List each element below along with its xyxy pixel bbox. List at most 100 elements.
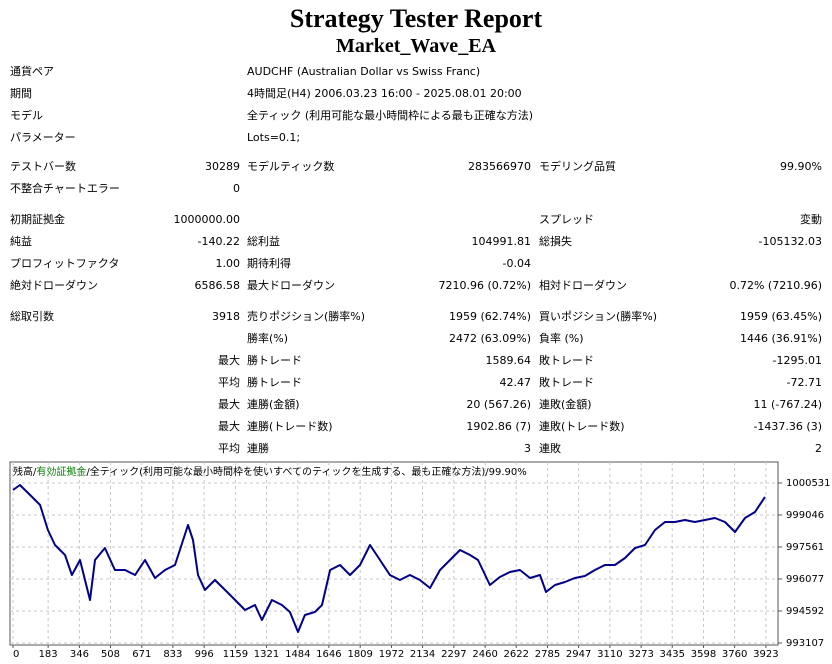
x-tick-label: 2785	[535, 649, 560, 660]
info-label: 通貨ペア	[10, 65, 54, 78]
stat-value: 変動	[800, 213, 822, 226]
y-tick-label: 996077	[786, 574, 824, 585]
stat-label: 期待利得	[247, 257, 291, 270]
x-tick-label: 3110	[597, 649, 622, 660]
balance-line	[12, 484, 766, 633]
stat-label: 総損失	[539, 235, 572, 248]
stat-label: 連勝	[247, 442, 269, 455]
stat-label: 敗トレード	[539, 376, 594, 389]
x-tick-label: 833	[163, 649, 182, 660]
stat-value: 1589.64	[485, 354, 532, 367]
legend-entry: 残高	[13, 465, 33, 478]
stat-label: 連敗(トレード数)	[539, 420, 625, 433]
x-tick-label: 508	[101, 649, 120, 660]
y-tick-label: 1000531	[786, 478, 831, 489]
info-label: パラメーター	[10, 131, 76, 144]
info-value: Lots=0.1;	[247, 131, 301, 144]
stat-label: 連敗(金額)	[539, 398, 592, 411]
stat-value: 7210.96 (0.72%)	[438, 279, 531, 292]
stat-value: 3	[524, 442, 531, 455]
x-tick-label: 1321	[254, 649, 279, 660]
info-value: 4時間足(H4) 2006.03.23 16:00 - 2025.08.01 2…	[247, 87, 522, 100]
x-tick-label: 183	[39, 649, 58, 660]
stat-qualifier: 平均	[218, 376, 240, 389]
stat-value: 1959 (63.45%)	[739, 310, 822, 323]
x-tick-label: 3923	[753, 649, 778, 660]
stat-label: 総利益	[247, 235, 280, 248]
stat-value: -1295.01	[772, 354, 822, 367]
x-tick-label: 2622	[503, 649, 528, 660]
stat-value: 6586.58	[194, 279, 241, 292]
stat-value: -72.71	[786, 376, 822, 389]
stat-label: 連勝(金額)	[247, 398, 300, 411]
info-label: モデル	[10, 109, 43, 122]
stat-value: 1000000.00	[173, 213, 240, 226]
x-tick-label: 1809	[347, 649, 372, 660]
plot-frame	[9, 461, 779, 646]
stat-label: 勝率(%)	[247, 332, 289, 345]
x-tick-label: 1484	[285, 649, 310, 660]
y-tick-label: 997561	[786, 542, 824, 553]
stat-qualifier: 最大	[218, 420, 240, 433]
x-tick-label: 2460	[472, 649, 497, 660]
separator: /	[33, 467, 37, 478]
separator: /	[485, 467, 489, 478]
stat-label: 負率 (%)	[539, 332, 584, 345]
quality-label: 99.90%	[489, 467, 527, 478]
stat-label: スプレッド	[539, 213, 594, 226]
x-tick-label: 2297	[441, 649, 466, 660]
stat-label: 最大ドローダウン	[247, 279, 335, 292]
x-tick-label: 2134	[410, 649, 435, 660]
x-tick-label: 996	[195, 649, 214, 660]
stat-value: 99.90%	[780, 160, 822, 173]
stat-value: 0	[233, 182, 240, 195]
stat-label: 連勝(トレード数)	[247, 420, 333, 433]
model-label: 全ティック(利用可能な最小時間枠を使いすべてのティックを生成する、最も正確な方法…	[90, 465, 486, 478]
stat-qualifier: 最大	[218, 354, 240, 367]
stat-label: 売りポジション(勝率%)	[247, 310, 366, 323]
x-tick-label: 2947	[566, 649, 591, 660]
x-tick-label: 1972	[379, 649, 404, 660]
x-tick-label: 1646	[316, 649, 341, 660]
stat-label: モデリング品質	[539, 160, 616, 173]
stat-value: -1437.36 (3)	[753, 420, 822, 433]
x-tick-label: 3435	[660, 649, 685, 660]
stat-label: 不整合チャートエラー	[10, 182, 120, 195]
x-tick-label: 1159	[223, 649, 248, 660]
x-tick-label: 671	[132, 649, 151, 660]
y-tick-label: 994592	[786, 606, 824, 617]
stat-label: 買いポジション(勝率%)	[539, 310, 658, 323]
stat-label: 総取引数	[10, 310, 54, 323]
stat-value: 11 (-767.24)	[753, 398, 822, 411]
stat-qualifier: 最大	[218, 398, 240, 411]
stat-label: プロフィットファクタ	[10, 257, 120, 270]
stat-value: -105132.03	[758, 235, 822, 248]
stat-label: 絶対ドローダウン	[10, 279, 98, 292]
stat-value: 104991.81	[471, 235, 532, 248]
stat-value: 42.47	[499, 376, 532, 389]
separator: /	[86, 467, 90, 478]
x-tick-label: 346	[70, 649, 89, 660]
stat-label: 敗トレード	[539, 354, 594, 367]
report-title: Strategy Tester Report	[289, 4, 543, 33]
stat-value: -0.04	[502, 257, 531, 270]
stat-label: 勝トレード	[247, 354, 302, 367]
stat-qualifier: 平均	[218, 442, 240, 455]
stat-label: テストバー数	[10, 160, 76, 173]
stat-value: 1446 (36.91%)	[739, 332, 822, 345]
report-subtitle: Market_Wave_EA	[336, 35, 496, 57]
stat-value: -140.22	[197, 235, 240, 248]
stat-value: 1902.86 (7)	[466, 420, 531, 433]
stat-value: 0.72% (7210.96)	[729, 279, 822, 292]
stat-value: 1.00	[215, 257, 241, 270]
y-tick-label: 993107	[786, 638, 824, 649]
stat-value: 283566970	[468, 160, 531, 173]
stat-label: 相対ドローダウン	[539, 279, 627, 292]
info-value: 全ティック (利用可能な最小時間枠による最も正確な方法)	[247, 109, 534, 122]
legend-entry: 有効証拠金	[36, 465, 86, 478]
stat-label: 連敗	[539, 442, 561, 455]
y-tick-label: 999046	[786, 510, 824, 521]
stat-value: 30289	[205, 160, 240, 173]
